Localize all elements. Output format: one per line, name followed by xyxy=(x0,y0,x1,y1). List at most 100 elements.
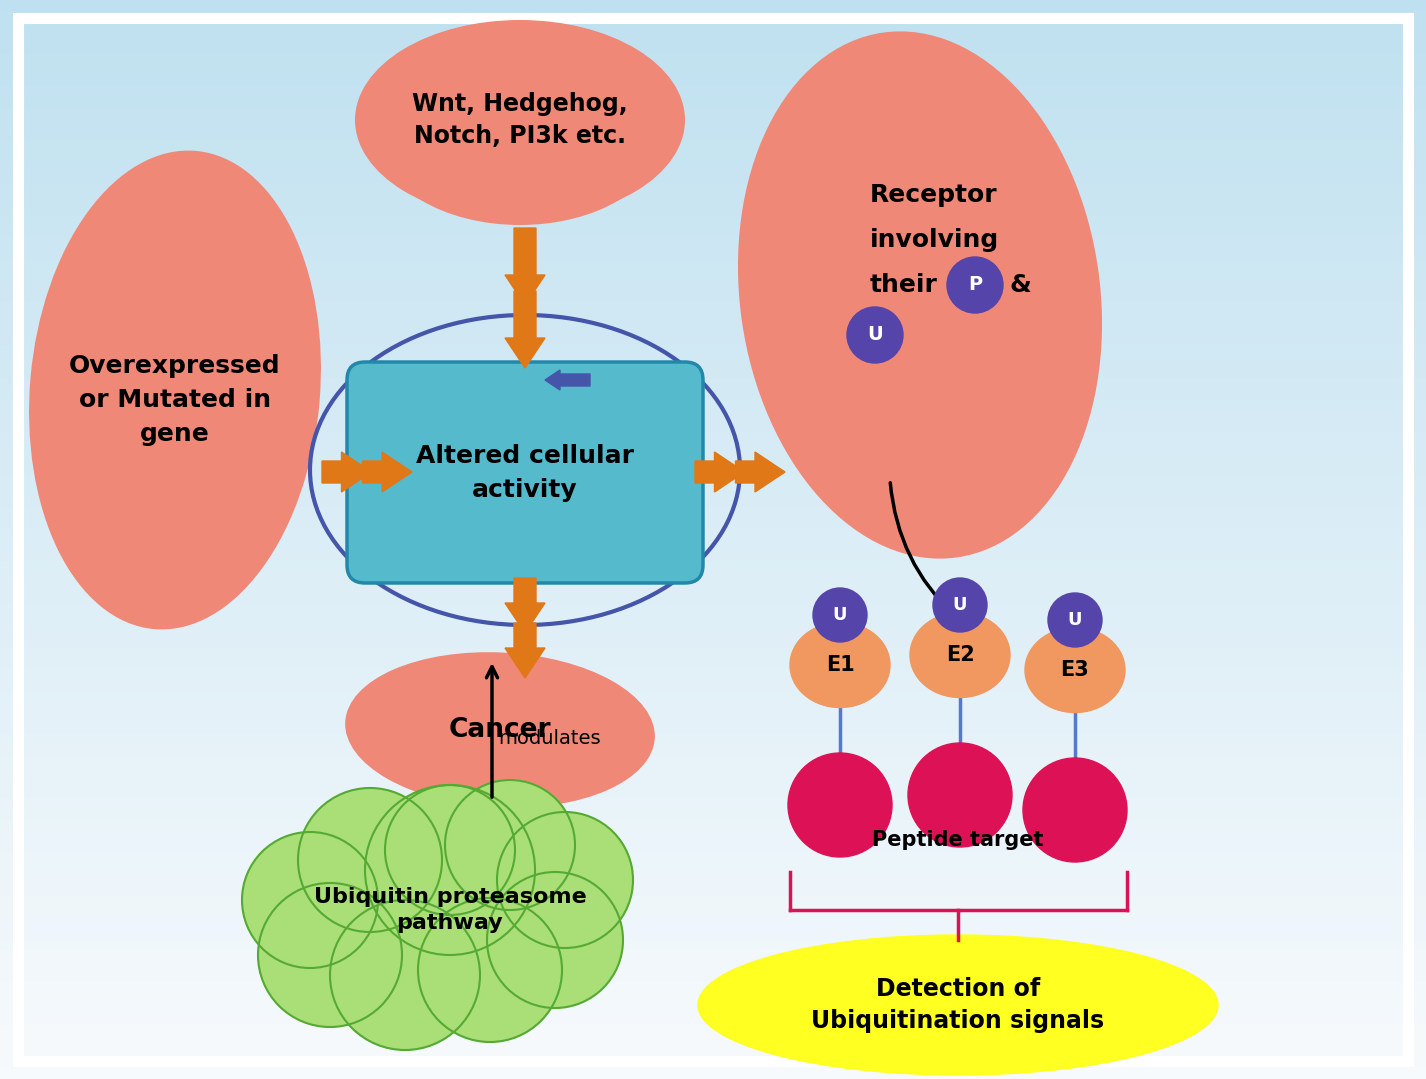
Bar xyxy=(0,658,1426,669)
Text: modulates: modulates xyxy=(498,728,600,748)
Bar xyxy=(0,906,1426,917)
Circle shape xyxy=(847,308,903,363)
Bar xyxy=(0,410,1426,421)
Circle shape xyxy=(298,788,442,932)
Bar xyxy=(0,194,1426,205)
Ellipse shape xyxy=(697,935,1218,1075)
Bar xyxy=(0,86,1426,97)
Bar xyxy=(0,356,1426,367)
Ellipse shape xyxy=(739,31,1102,559)
Bar xyxy=(0,647,1426,658)
Bar xyxy=(0,669,1426,680)
Bar xyxy=(0,475,1426,486)
Bar xyxy=(0,291,1426,302)
FancyArrow shape xyxy=(505,623,545,678)
Bar xyxy=(0,680,1426,691)
Text: U: U xyxy=(867,326,883,344)
Circle shape xyxy=(1022,759,1127,862)
Bar xyxy=(0,691,1426,701)
Bar xyxy=(0,1036,1426,1047)
Ellipse shape xyxy=(379,55,660,226)
Bar xyxy=(0,798,1426,809)
Bar xyxy=(0,486,1426,496)
Bar xyxy=(0,1057,1426,1068)
Circle shape xyxy=(947,257,1002,313)
Bar xyxy=(0,76,1426,86)
Bar xyxy=(0,388,1426,399)
Circle shape xyxy=(908,743,1012,847)
Bar xyxy=(0,626,1426,637)
Bar xyxy=(0,896,1426,906)
Text: Ubiquitin proteasome
pathway: Ubiquitin proteasome pathway xyxy=(314,887,586,933)
Bar xyxy=(0,227,1426,237)
Circle shape xyxy=(813,588,867,642)
Bar xyxy=(0,637,1426,647)
Circle shape xyxy=(418,898,562,1042)
Bar xyxy=(0,367,1426,378)
Bar xyxy=(0,593,1426,604)
Text: involving: involving xyxy=(870,228,1000,252)
Bar xyxy=(0,734,1426,745)
Bar xyxy=(0,572,1426,583)
Bar xyxy=(0,1014,1426,1025)
Bar xyxy=(0,928,1426,939)
Bar xyxy=(0,885,1426,896)
Text: Detection of
Ubiquitination signals: Detection of Ubiquitination signals xyxy=(811,978,1105,1033)
Bar xyxy=(0,723,1426,734)
Bar xyxy=(0,11,1426,22)
Text: Altered cellular
activity: Altered cellular activity xyxy=(416,445,635,502)
Bar xyxy=(0,453,1426,464)
Bar xyxy=(0,97,1426,108)
Bar xyxy=(0,1025,1426,1036)
Bar xyxy=(0,22,1426,32)
Bar xyxy=(0,119,1426,129)
Bar xyxy=(0,43,1426,54)
Text: their: their xyxy=(870,273,938,297)
Bar xyxy=(0,183,1426,194)
Circle shape xyxy=(498,812,633,948)
Text: E1: E1 xyxy=(826,655,854,675)
Bar xyxy=(0,755,1426,766)
Bar xyxy=(0,432,1426,442)
Circle shape xyxy=(242,832,378,968)
Bar xyxy=(0,378,1426,388)
Bar xyxy=(0,108,1426,119)
Bar xyxy=(0,399,1426,410)
Bar xyxy=(0,259,1426,270)
Bar xyxy=(0,281,1426,291)
Text: Wnt, Hedgehog,
Notch, PI3k etc.: Wnt, Hedgehog, Notch, PI3k etc. xyxy=(412,92,627,148)
Bar xyxy=(0,777,1426,788)
Bar xyxy=(0,950,1426,960)
Bar xyxy=(0,745,1426,755)
Circle shape xyxy=(329,900,481,1050)
Bar xyxy=(0,939,1426,950)
Bar xyxy=(0,604,1426,615)
Bar xyxy=(0,788,1426,798)
Text: Overexpressed
or Mutated in
gene: Overexpressed or Mutated in gene xyxy=(70,355,281,446)
Bar xyxy=(0,712,1426,723)
Circle shape xyxy=(488,872,623,1008)
Bar xyxy=(0,540,1426,550)
Text: Receptor: Receptor xyxy=(870,183,998,207)
FancyBboxPatch shape xyxy=(347,361,703,583)
Bar xyxy=(0,32,1426,43)
Bar xyxy=(0,852,1426,863)
Circle shape xyxy=(445,780,575,910)
Ellipse shape xyxy=(910,613,1010,697)
Bar xyxy=(0,1003,1426,1014)
Bar xyxy=(0,151,1426,162)
Bar xyxy=(0,54,1426,65)
Circle shape xyxy=(933,578,987,632)
Bar xyxy=(0,960,1426,971)
Bar xyxy=(0,140,1426,151)
Bar xyxy=(0,550,1426,561)
Circle shape xyxy=(789,753,893,857)
Bar xyxy=(0,1047,1426,1057)
Bar xyxy=(0,809,1426,820)
Bar xyxy=(0,842,1426,852)
Text: P: P xyxy=(968,275,983,295)
Bar xyxy=(0,982,1426,993)
Bar xyxy=(0,496,1426,507)
Bar xyxy=(0,421,1426,432)
Circle shape xyxy=(258,883,402,1027)
